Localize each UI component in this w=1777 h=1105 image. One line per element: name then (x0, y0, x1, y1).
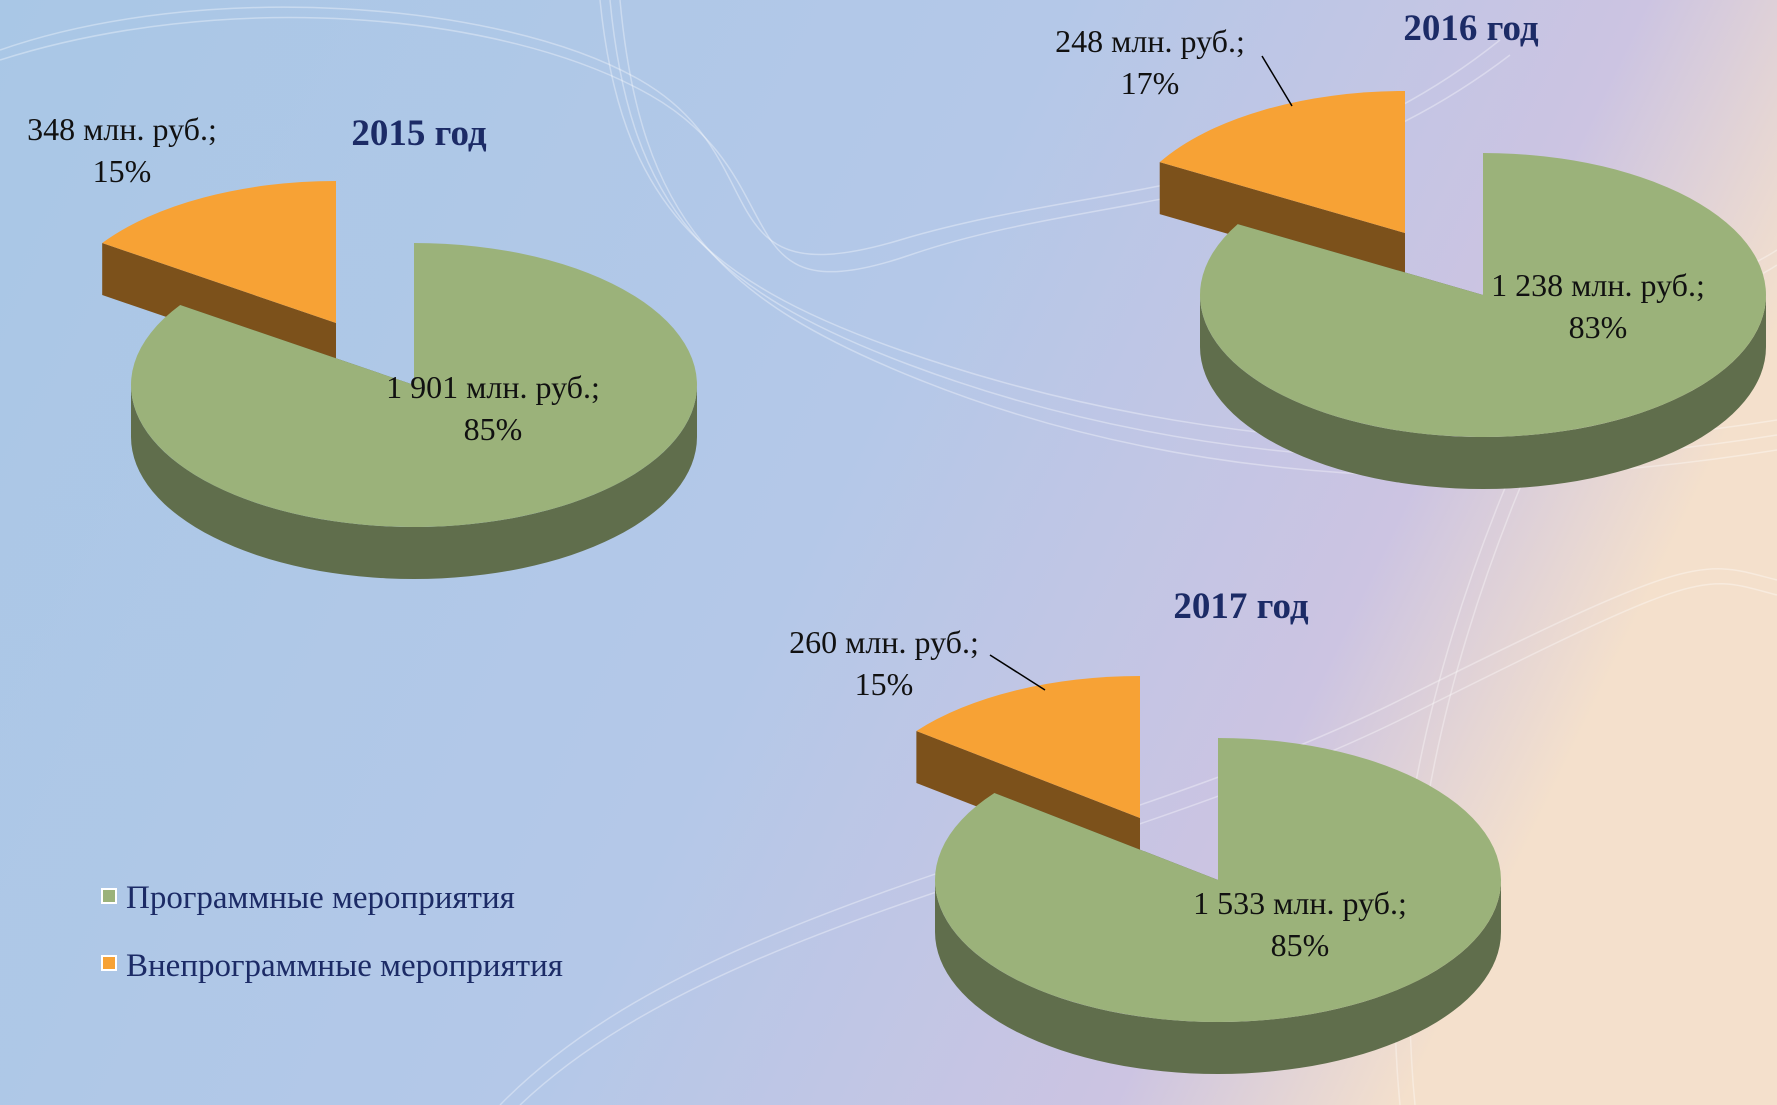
data-label: 248 млн. руб.; (1055, 23, 1245, 59)
leader-line (1261, 55, 1293, 107)
legend-swatch (101, 955, 117, 971)
data-label-percent: 85% (1271, 927, 1330, 963)
data-label: 1 533 млн. руб.; (1193, 885, 1407, 921)
pie-cut-face (1159, 162, 1405, 285)
pie-slice (1159, 91, 1405, 233)
pie-slice (916, 676, 1140, 818)
leader-line (989, 654, 1046, 691)
pie-chart: 2015 год 1 901 млн. руб.; 85% 348 млн. руб.… (27, 111, 698, 579)
pie-slice (131, 243, 698, 527)
pie-slice (1200, 153, 1766, 437)
pie-chart: 2017 год 1 533 млн. руб.; 85% 260 млн. руб.… (789, 586, 1502, 1074)
legend-label: Внепрограммные мероприятия (126, 948, 563, 984)
pie-side (131, 385, 697, 579)
pie-chart: 2016 год 1 238 млн. руб.; 83% 248 млн. руб.… (1055, 8, 1766, 489)
legend-label: Программные мероприятия (126, 880, 515, 916)
data-label-percent: 15% (855, 666, 914, 702)
data-label: 1 901 млн. руб.; (386, 369, 600, 405)
pie-side (1200, 295, 1766, 489)
pie-slice (935, 738, 1502, 1022)
legend-swatch (101, 888, 117, 904)
pie-slice (102, 181, 336, 323)
chart-title: 2016 год (1403, 8, 1539, 49)
data-label-percent: 85% (464, 411, 523, 447)
data-label: 1 238 млн. руб.; (1491, 267, 1705, 303)
data-label-percent: 83% (1569, 309, 1628, 345)
data-label: 260 млн. руб.; (789, 624, 979, 660)
data-label-percent: 17% (1121, 65, 1180, 101)
chart-title: 2015 год (351, 113, 487, 154)
data-label-percent: 15% (93, 153, 152, 189)
data-label: 348 млн. руб.; (27, 111, 217, 147)
chart-title: 2017 год (1173, 586, 1309, 627)
pie-side (935, 880, 1501, 1074)
